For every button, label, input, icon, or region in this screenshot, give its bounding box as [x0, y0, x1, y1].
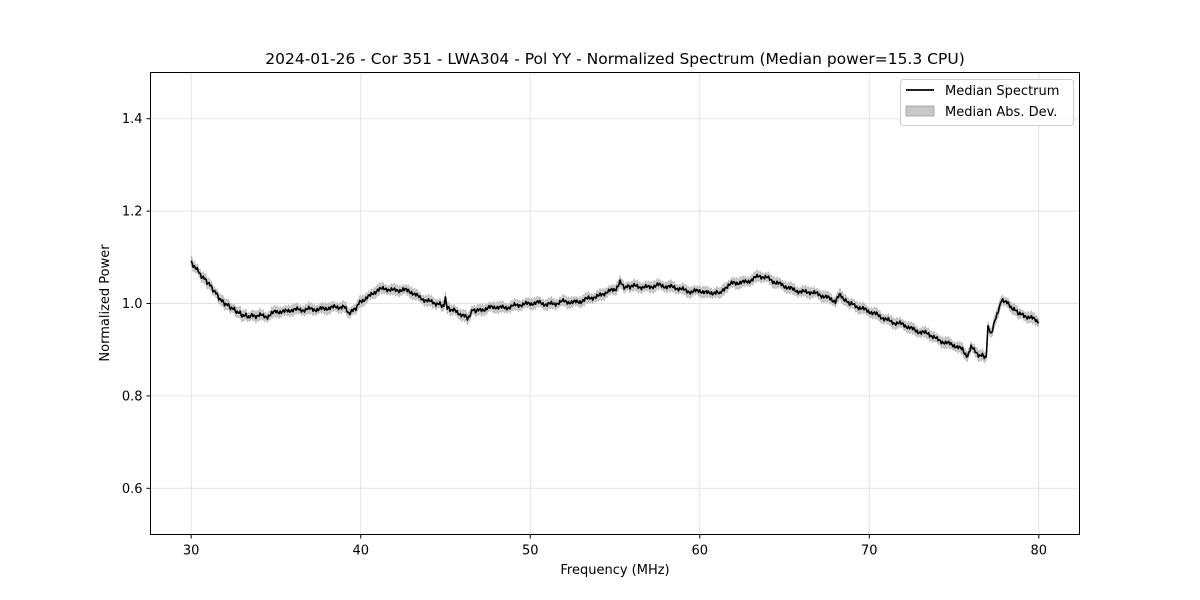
- legend: Median Spectrum Median Abs. Dev.: [900, 79, 1074, 126]
- x-axis-ticks: 30 40 50 60 70 80: [183, 534, 1048, 559]
- legend-median-spectrum-label: Median Spectrum: [945, 84, 1059, 99]
- median-line-layer: [190, 260, 1040, 360]
- y-tick-label: 1.4: [122, 112, 143, 127]
- y-tick-label: 0.8: [122, 389, 143, 404]
- x-axis-label: Frequency (MHz): [560, 563, 669, 578]
- x-tick-label: 70: [861, 544, 878, 559]
- median-abs-dev-band: [190, 255, 1040, 364]
- legend-band-swatch: [905, 105, 935, 117]
- y-tick-label: 1.0: [122, 297, 143, 312]
- median-spectrum-line: [190, 260, 1040, 360]
- x-tick-label: 30: [183, 544, 200, 559]
- x-tick-label: 50: [522, 544, 539, 559]
- y-tick-label: 1.2: [122, 205, 143, 220]
- x-tick-label: 80: [1031, 544, 1048, 559]
- y-axis-label: Normalized Power: [98, 244, 113, 362]
- y-axis-ticks: 0.6 0.8 1.0 1.2 1.4: [122, 112, 151, 497]
- legend-box: [900, 79, 1074, 126]
- legend-mad-label: Median Abs. Dev.: [945, 105, 1057, 120]
- x-tick-label: 40: [352, 544, 369, 559]
- chart-title: 2024-01-26 - Cor 351 - LWA304 - Pol YY -…: [265, 50, 965, 68]
- mad-band-layer: [190, 255, 1040, 364]
- x-tick-label: 60: [691, 544, 708, 559]
- y-tick-label: 0.6: [122, 482, 143, 497]
